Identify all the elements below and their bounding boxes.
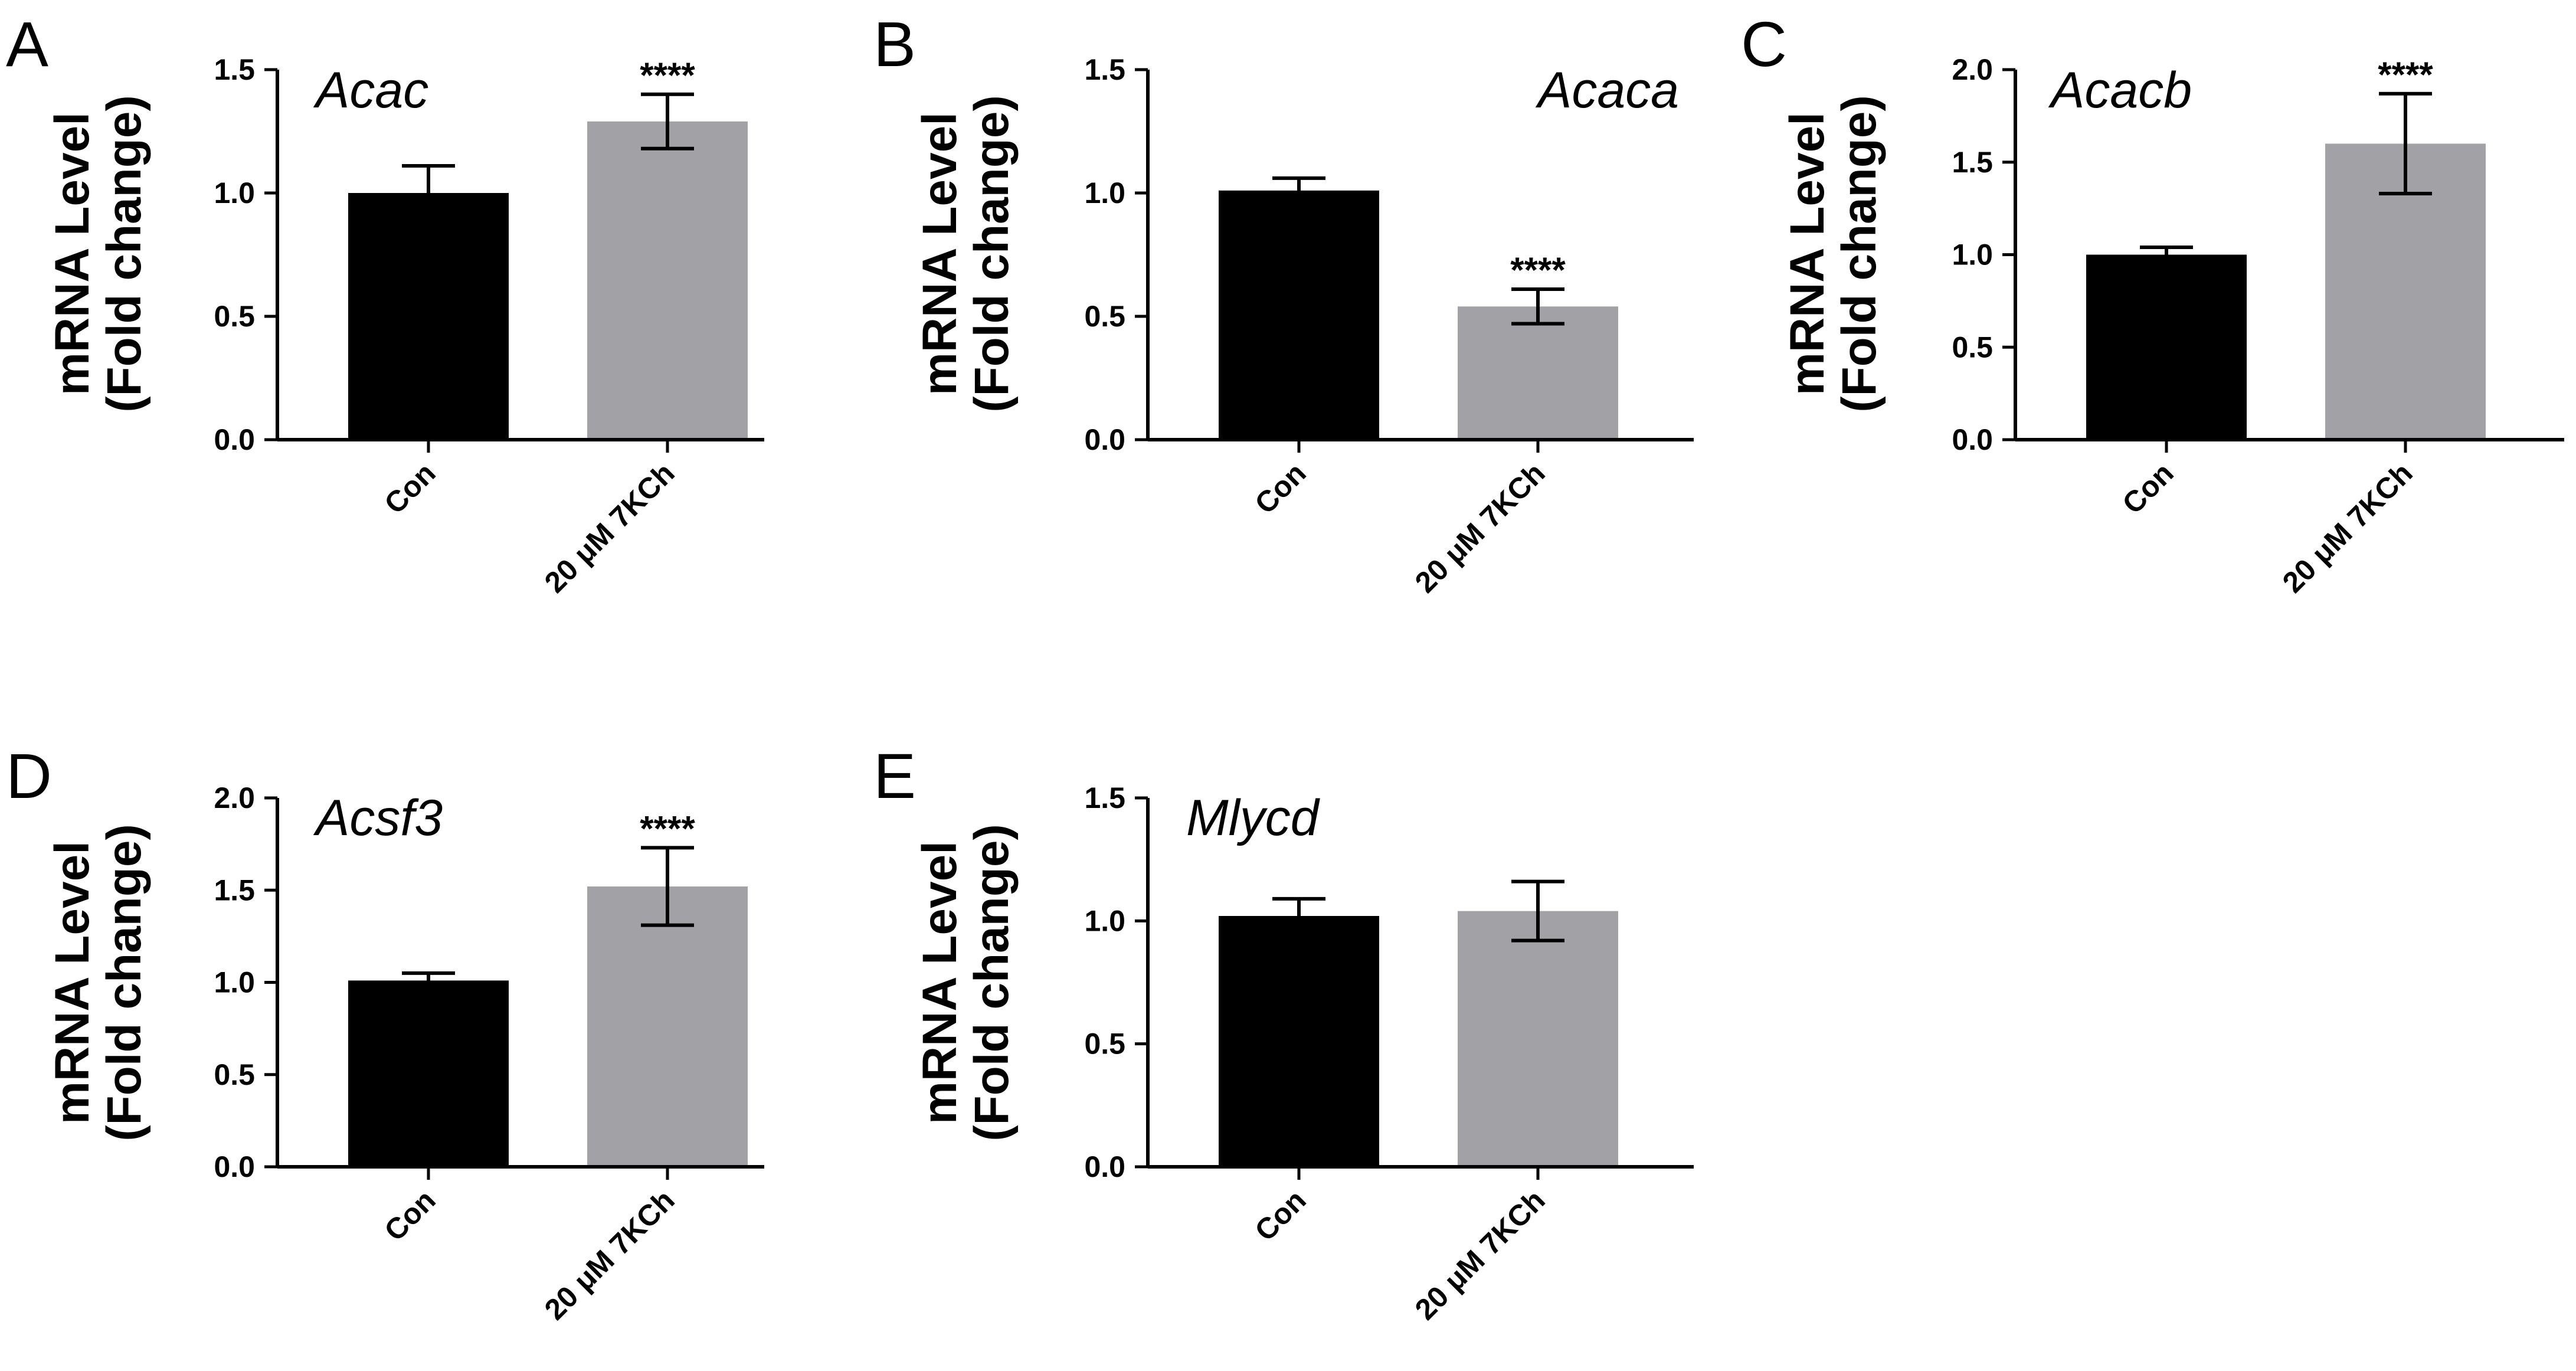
y-axis-title: mRNA Level(Fold change)	[1780, 95, 1886, 413]
significance-label: ****	[640, 55, 695, 95]
significance-label: ****	[1510, 250, 1566, 290]
x-tick-label: 20 μM 7KCh	[1409, 456, 1552, 599]
x-tick-label: Con	[2116, 456, 2179, 520]
y-tick-label: 0.5	[214, 1058, 255, 1091]
y-tick-label: 1.5	[1084, 53, 1125, 86]
y-axis-title: mRNA Level(Fold change)	[913, 824, 1019, 1141]
y-tick-label: 2.0	[214, 781, 255, 814]
bar-con	[1219, 190, 1379, 440]
y-axis-title-line: mRNA Level	[45, 841, 99, 1124]
chart-panel-e: E Mlycd mRNA Level(Fold change) Con 20 μM 7K…	[873, 740, 1694, 1326]
y-tick-label: 1.0	[214, 176, 255, 210]
y-axis-title-line: mRNA Level	[1780, 112, 1834, 395]
y-axis-title-line: mRNA Level	[45, 112, 99, 395]
y-tick-label: 0.0	[1084, 1150, 1125, 1183]
panel-letter: B	[873, 8, 916, 80]
y-tick-label: 1.0	[1084, 904, 1125, 937]
chart-panel-a: A Acac mRNA Level(Fold change) Con **** 20 μM…	[6, 8, 764, 599]
panel-letter: C	[1741, 8, 1787, 80]
y-tick-label: 1.0	[214, 966, 255, 999]
gene-name: Acsf3	[313, 790, 443, 846]
y-tick-label: 1.0	[1084, 176, 1125, 210]
gene-name: Acac	[313, 62, 428, 119]
y-tick-label: 1.5	[214, 53, 255, 86]
y-tick-label: 1.5	[214, 873, 255, 907]
gene-name: Acacb	[2048, 62, 2192, 119]
panel-letter: A	[6, 8, 48, 80]
y-tick-label: 0.5	[1084, 300, 1125, 333]
x-tick-label: Con	[378, 1183, 441, 1247]
y-axis-title-line: mRNA Level	[913, 112, 967, 395]
significance-label: ****	[2378, 55, 2433, 94]
bar-con	[2086, 254, 2247, 440]
y-axis-title-line: (Fold change)	[965, 95, 1019, 413]
y-axis-title-line: (Fold change)	[1832, 95, 1886, 413]
y-tick-label: 0.5	[1084, 1028, 1125, 1061]
y-tick-label: 0.5	[214, 300, 255, 333]
y-axis-title: mRNA Level(Fold change)	[45, 824, 151, 1141]
x-tick-label: Con	[1248, 456, 1312, 520]
bar-7kch	[587, 886, 748, 1167]
chart-panel-b: B Acaca mRNA Level(Fold change) Con **** 20 μ…	[873, 8, 1694, 599]
y-tick-label: 1.5	[1084, 781, 1125, 814]
y-axis-title-line: (Fold change)	[97, 824, 151, 1141]
bar-7kch	[1458, 911, 1618, 1167]
y-axis-title-line: mRNA Level	[913, 841, 967, 1124]
y-tick-label: 0.0	[214, 1150, 255, 1183]
bar-7kch	[587, 121, 748, 440]
chart-panel-d: D Acsf3 mRNA Level(Fold change) Con **** 20 μ…	[6, 740, 764, 1326]
gene-name: Mlycd	[1186, 790, 1321, 846]
gene-name: Acaca	[1535, 62, 1679, 119]
y-tick-label: 1.5	[1952, 146, 1993, 179]
y-tick-label: 0.0	[214, 423, 255, 456]
x-tick-label: 20 μM 7KCh	[1409, 1183, 1552, 1326]
bar-con	[348, 193, 509, 440]
y-tick-label: 0.5	[1952, 331, 1993, 364]
significance-label: ****	[640, 809, 695, 848]
bar-con	[348, 980, 509, 1167]
x-tick-label: Con	[1248, 1183, 1312, 1247]
x-tick-label: 20 μM 7KCh	[538, 456, 681, 599]
y-axis-title: mRNA Level(Fold change)	[45, 95, 151, 413]
x-tick-label: Con	[378, 456, 441, 520]
x-tick-label: 20 μM 7KCh	[2276, 456, 2419, 599]
y-tick-label: 0.0	[1084, 423, 1125, 456]
y-axis-title: mRNA Level(Fold change)	[913, 95, 1019, 413]
y-axis-title-line: (Fold change)	[97, 95, 151, 413]
x-tick-label: 20 μM 7KCh	[538, 1183, 681, 1326]
chart-panel-c: C Acacb mRNA Level(Fold change) Con **** 20 μ…	[1741, 8, 2564, 599]
y-tick-label: 1.0	[1952, 238, 1993, 271]
panel-letter: D	[6, 740, 52, 812]
bar-con	[1219, 916, 1379, 1167]
panel-letter: E	[873, 740, 916, 812]
y-tick-label: 2.0	[1952, 53, 1993, 86]
y-tick-label: 0.0	[1952, 423, 1993, 456]
bar-7kch	[1458, 306, 1618, 440]
y-axis-title-line: (Fold change)	[965, 824, 1019, 1141]
